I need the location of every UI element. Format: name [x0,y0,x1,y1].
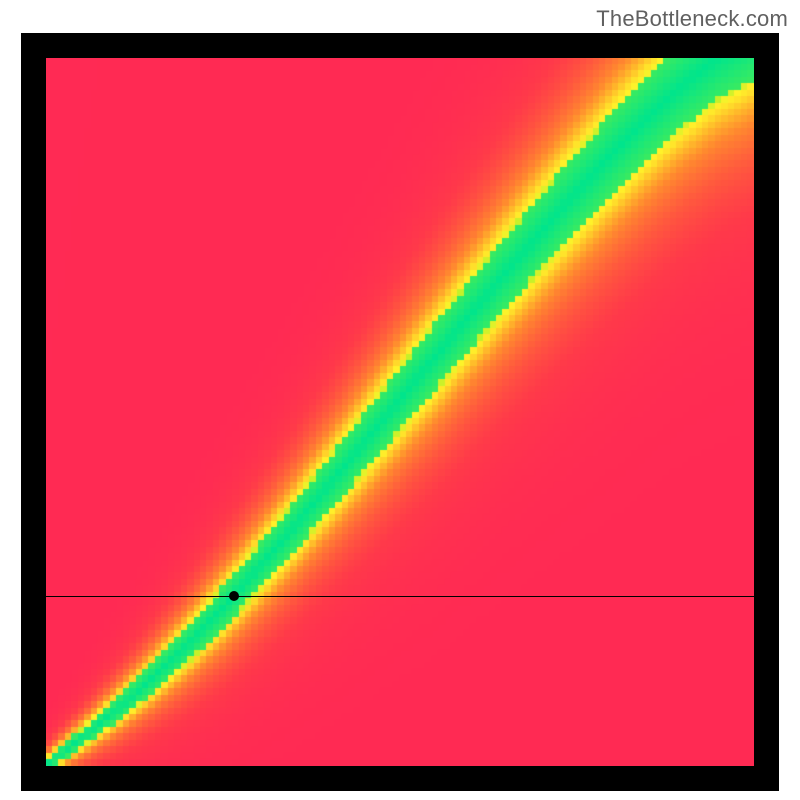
watermark-text: TheBottleneck.com [596,6,788,32]
heatmap-canvas [46,58,754,766]
crosshair-horizontal [46,596,754,597]
crosshair-marker [229,591,239,601]
heatmap-plot [46,58,754,766]
